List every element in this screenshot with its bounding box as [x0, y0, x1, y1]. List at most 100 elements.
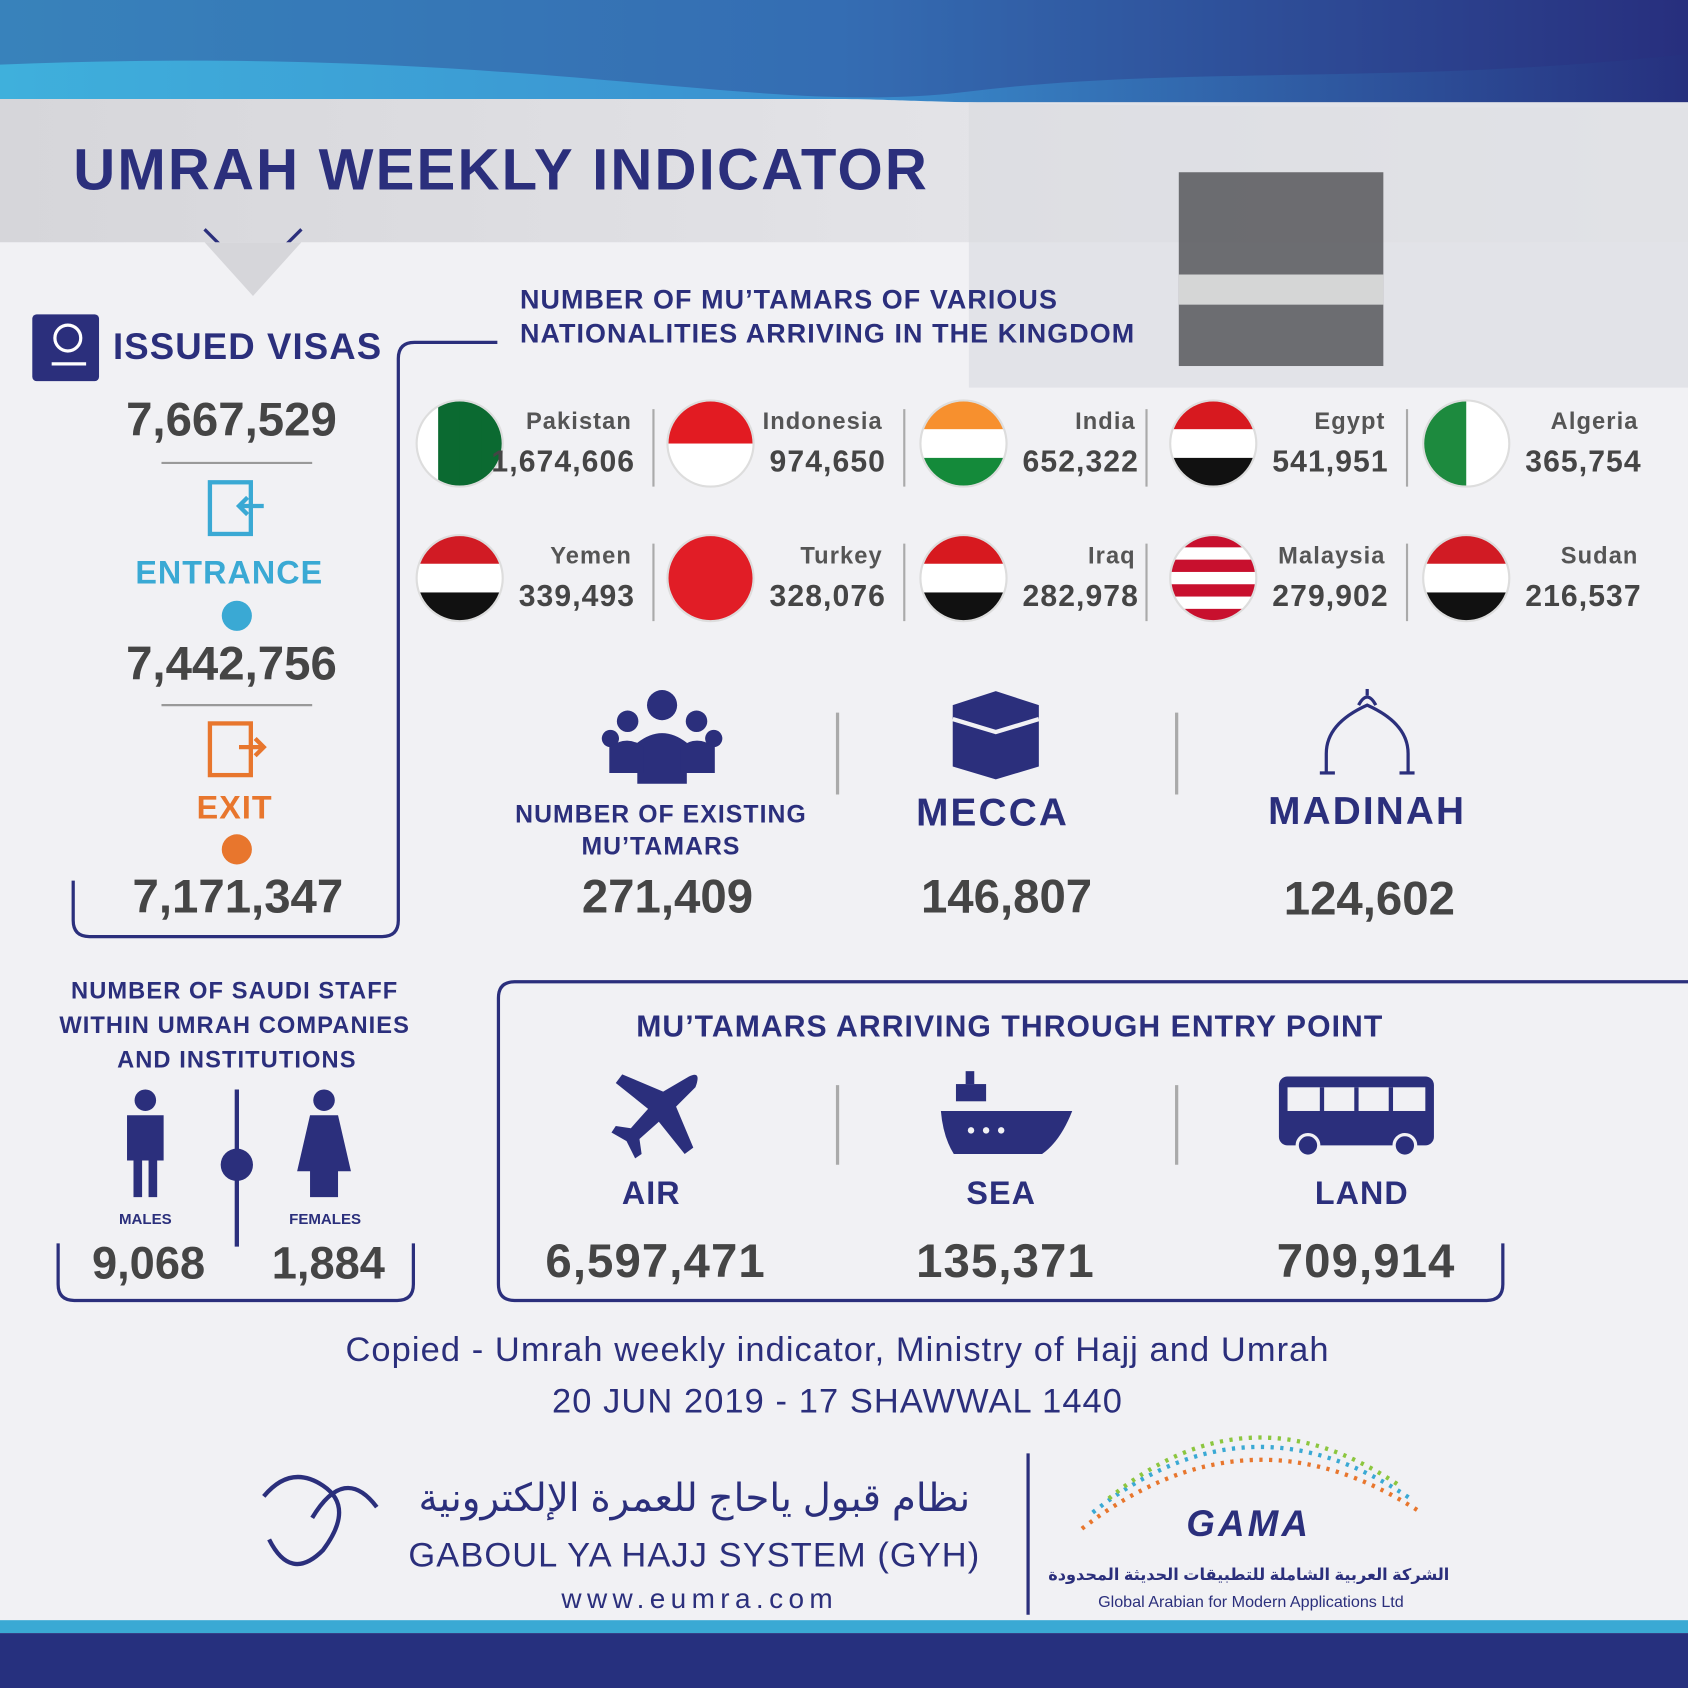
- country-value: 339,493: [519, 580, 635, 613]
- country-name: Sudan: [1561, 544, 1639, 570]
- issued-value: 7,667,529: [126, 393, 337, 446]
- background-part: [1178, 274, 1384, 305]
- background-part: [1178, 172, 1384, 367]
- gama-arabic: الشركة العربية الشاملة للتطبيقات الحديثة…: [1048, 1566, 1449, 1584]
- male-icon-part: [134, 1089, 157, 1111]
- entrance-value: 7,442,756: [126, 638, 337, 691]
- ship-icon: [940, 1071, 1073, 1155]
- background-part: [0, 0, 1688, 98]
- staff-title: AND INSTITUTIONS: [117, 1047, 356, 1073]
- gama-name: Global Arabian for Modern Applications L…: [1098, 1593, 1404, 1611]
- background-part: [0, 1633, 1688, 1688]
- date: 20 JUN 2019 - 17 SHAWWAL 1440: [552, 1383, 1123, 1421]
- flag-rim: [666, 399, 755, 488]
- exit-icon: [207, 721, 267, 778]
- females-label: FEMALES: [289, 1211, 361, 1228]
- people-icon-part: [637, 733, 687, 784]
- entry-frame: [496, 980, 1688, 1303]
- flag-stripe: [416, 563, 503, 593]
- dome-icon-part: [1357, 695, 1378, 706]
- people-icon-part: [609, 740, 644, 773]
- gyh-logo: [262, 1474, 379, 1567]
- flag-rim: [415, 399, 504, 488]
- country-name: India: [1075, 409, 1136, 435]
- country-name: Yemen: [550, 544, 632, 570]
- entry-value: 135,371: [916, 1235, 1095, 1288]
- kaaba-icon: [952, 691, 1040, 780]
- flag-rim: [919, 533, 1008, 623]
- people-icon-part: [705, 729, 723, 748]
- gyh-arabic: نظام قبول ياحاج للعمرة الإلكترونية: [419, 1477, 971, 1521]
- visa-icon-part: [53, 323, 83, 353]
- exit-dot: [221, 834, 252, 865]
- gama-arc-part: [1107, 1435, 1401, 1501]
- entry-points: AIR 6,597,471 SEA 135,371 LAND 709,914: [545, 1175, 1456, 1288]
- ship-icon-part: [965, 1071, 975, 1085]
- entrance-icon: [207, 480, 264, 537]
- ship-icon-part: [967, 1127, 975, 1134]
- mecca-label: MECCA: [916, 791, 1069, 834]
- country-name: Egypt: [1314, 409, 1385, 435]
- country-name: Iraq: [1088, 544, 1136, 570]
- flag-stripe: [920, 563, 1007, 593]
- flag-rim: [1169, 399, 1258, 488]
- source: Copied - Umrah weekly indicator, Ministr…: [345, 1331, 1329, 1369]
- gama-arc: [1080, 1435, 1423, 1531]
- bus-icon-part: [1392, 1133, 1418, 1158]
- background-part: [204, 242, 302, 297]
- background-part: [0, 1620, 1688, 1634]
- gama-arc-part: [1080, 1457, 1423, 1531]
- visas-title: ISSUED VISAS: [113, 326, 382, 367]
- country-name: Turkey: [800, 544, 882, 570]
- entrance-dot: [221, 600, 252, 631]
- flag-stripe: [1170, 571, 1257, 585]
- mecca-value: 146,807: [921, 870, 1092, 923]
- url: www.eumra.com: [560, 1583, 838, 1614]
- exit-label: EXIT: [197, 789, 273, 825]
- flag-stripe: [1170, 596, 1257, 610]
- gyh-logo-part: [310, 1486, 379, 1520]
- people-icon: [601, 690, 723, 784]
- countries: Pakistan 1,674,606 Indonesia 974,650 India 65…: [415, 399, 1641, 623]
- people-icon-part: [680, 740, 715, 773]
- existing-label: MU’TAMARS: [581, 834, 740, 861]
- entry-title: MU’TAMARS ARRIVING THROUGH ENTRY POINT: [636, 1011, 1383, 1044]
- country-value: 279,902: [1272, 580, 1388, 613]
- entry-name: AIR: [622, 1175, 681, 1211]
- visa-icon: [32, 314, 100, 382]
- country-value: 652,322: [1023, 445, 1139, 478]
- people-icon-part: [616, 710, 639, 733]
- flag-rim: [919, 399, 1008, 488]
- plane-icon-part: [611, 1074, 698, 1159]
- plane-icon: [611, 1074, 698, 1159]
- gyh-name: GABOUL YA HAJJ SYSTEM (GYH): [408, 1537, 980, 1575]
- entry-value: 709,914: [1277, 1235, 1456, 1288]
- flag-stripe: [438, 400, 461, 487]
- gyh-logo-part: [262, 1474, 342, 1567]
- background-part: [0, 0, 1688, 103]
- flag-rim: [1422, 533, 1511, 623]
- entrance-label: ENTRANCE: [135, 555, 323, 591]
- male-icon: [127, 1089, 164, 1198]
- nationalities-title: NATIONALITIES ARRIVING IN THE KINGDOM: [520, 319, 1135, 349]
- exit-value: 7,171,347: [133, 870, 344, 923]
- staff-title: WITHIN UMRAH COMPANIES: [59, 1013, 410, 1039]
- flag: [667, 535, 754, 622]
- people-icon-part: [601, 729, 620, 748]
- gama-arc-part: [1091, 1444, 1412, 1515]
- bus-icon-part: [1295, 1133, 1321, 1158]
- exit-icon-part: [238, 736, 267, 758]
- female-icon-part: [313, 1089, 335, 1111]
- flag-stripe: [667, 535, 754, 622]
- female-icon: [297, 1089, 351, 1198]
- females-value: 1,884: [272, 1237, 385, 1288]
- dome-icon: [1319, 688, 1415, 775]
- flag-stripe: [1423, 563, 1510, 593]
- country-name: Pakistan: [526, 409, 632, 435]
- flag-stripe: [1170, 584, 1257, 598]
- nationalities-title: NUMBER OF MU’TAMARS OF VARIOUS: [520, 284, 1058, 314]
- existing-value: 271,409: [582, 870, 753, 923]
- country-value: 328,076: [770, 580, 886, 613]
